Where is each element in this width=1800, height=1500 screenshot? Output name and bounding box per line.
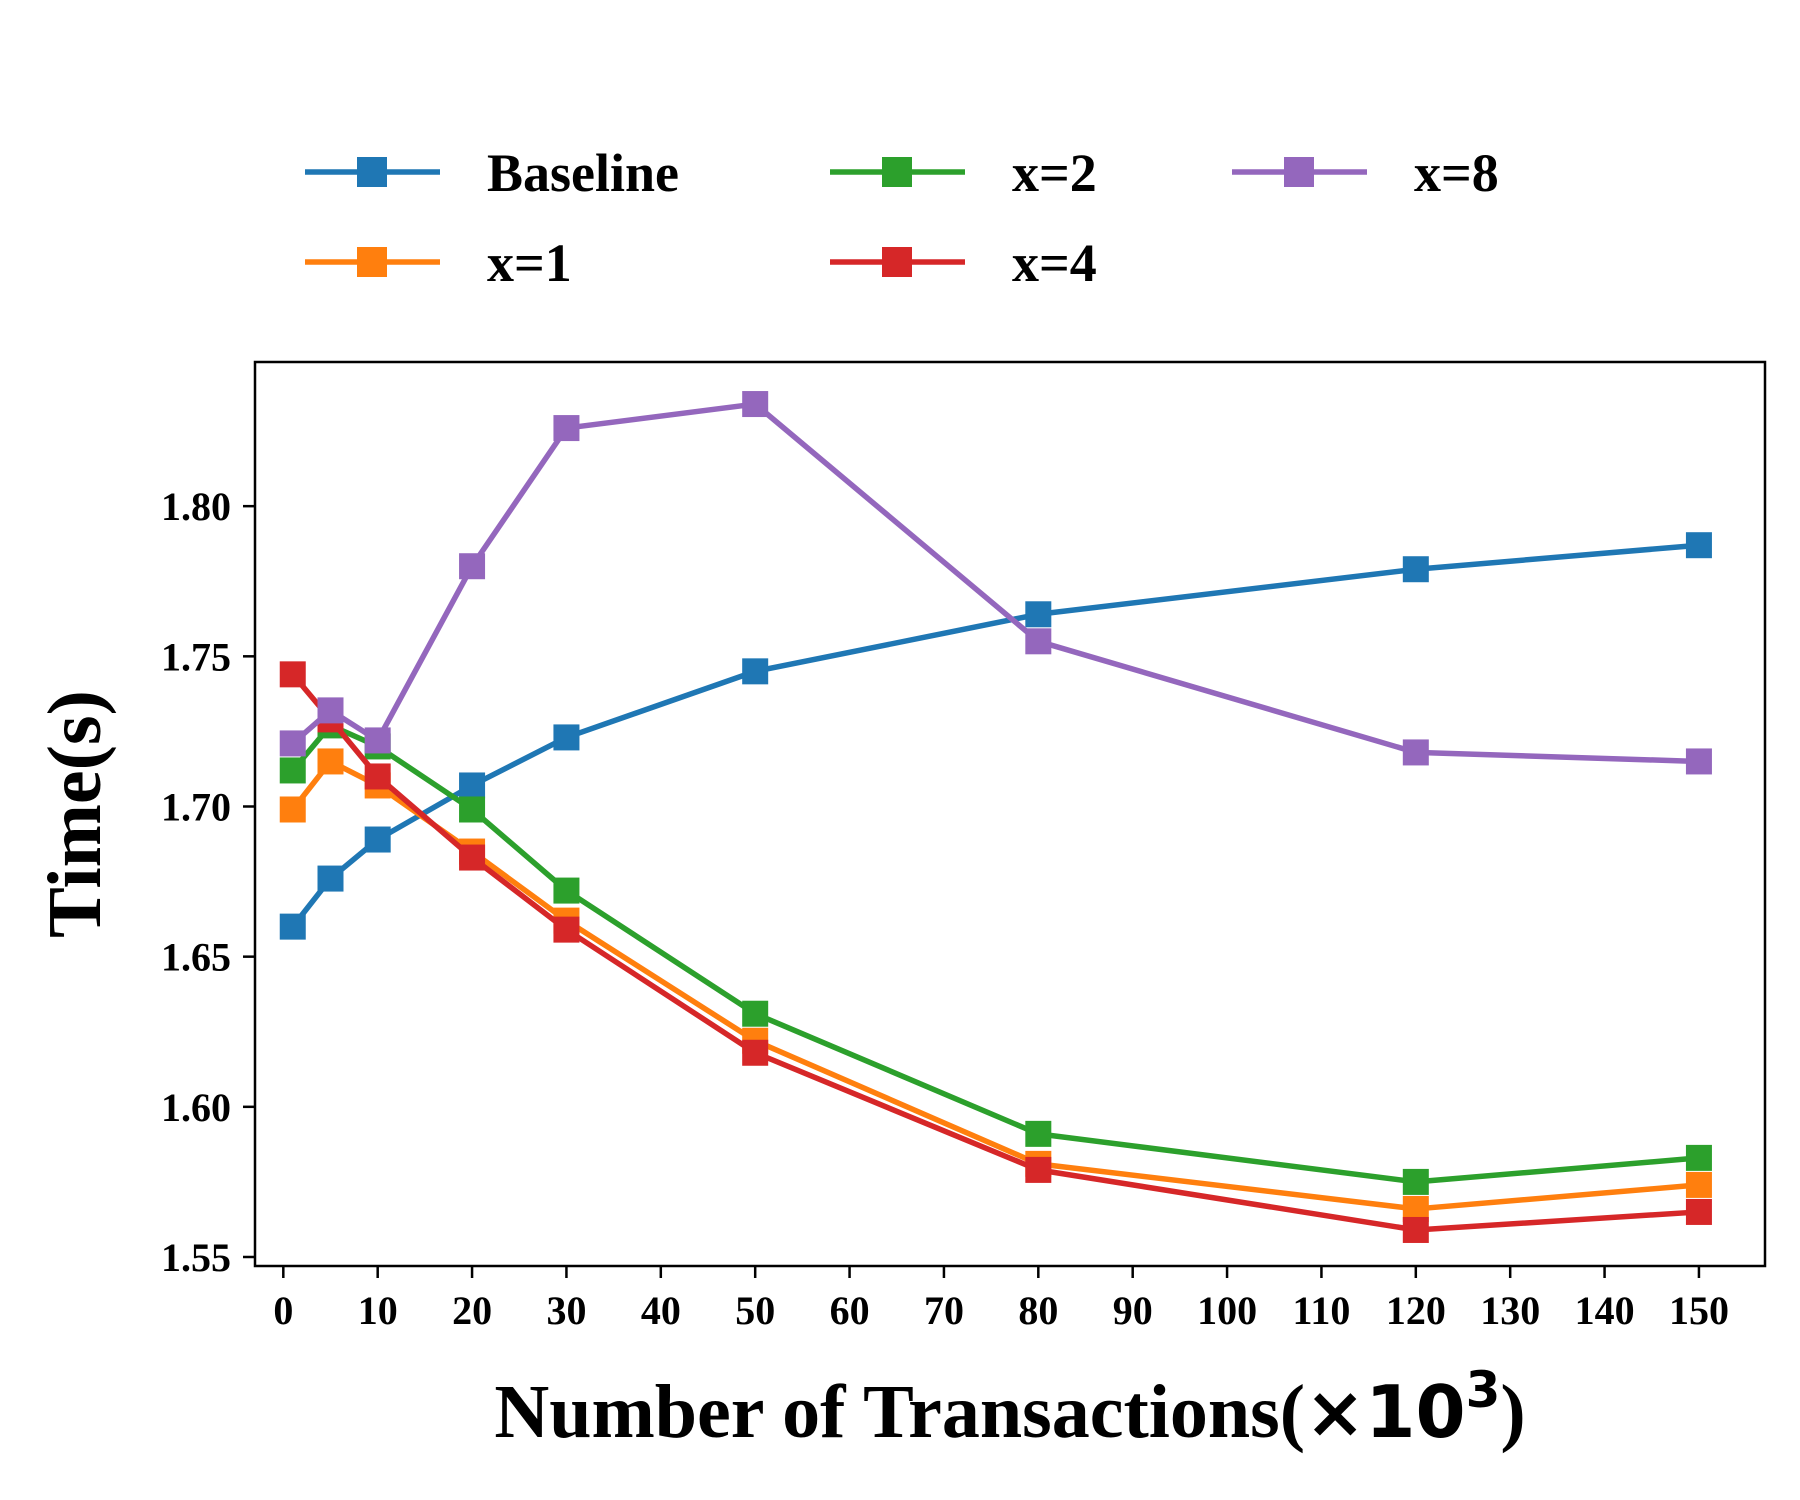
- x-axis-title-close: ): [1500, 1370, 1525, 1454]
- data-point: [553, 916, 580, 943]
- y-tick-label: 1.65: [161, 935, 231, 980]
- data-point: [459, 844, 486, 871]
- x-tick-label: 150: [1669, 1288, 1729, 1333]
- x-tick-label: 60: [830, 1288, 870, 1333]
- legend-swatch-marker: [882, 247, 912, 277]
- data-point: [1402, 1168, 1429, 1195]
- x-tick-label: 30: [546, 1288, 586, 1333]
- legend-label: x=4: [1012, 233, 1097, 293]
- legend-item-x-8: x=8: [1232, 143, 1499, 203]
- plot-series: [279, 391, 1712, 1243]
- data-point: [364, 727, 391, 754]
- data-point: [1402, 556, 1429, 583]
- data-point: [1685, 1198, 1712, 1225]
- data-point: [1025, 1120, 1052, 1147]
- x-tick-label: 130: [1480, 1288, 1540, 1333]
- data-point: [742, 391, 769, 418]
- x-tick-label: 80: [1018, 1288, 1058, 1333]
- x-tick-label: 40: [641, 1288, 681, 1333]
- series-x-8: [279, 391, 1712, 775]
- x-tick-label: 100: [1197, 1288, 1257, 1333]
- x-tick-label: 70: [924, 1288, 964, 1333]
- legend-item-baseline: Baseline: [305, 143, 679, 203]
- data-point: [1025, 601, 1052, 628]
- y-tick-label: 1.75: [161, 634, 231, 679]
- x-tick-label: 140: [1575, 1288, 1635, 1333]
- x-tick-label: 10: [358, 1288, 398, 1333]
- x-tick-label: 20: [452, 1288, 492, 1333]
- data-point: [1402, 1216, 1429, 1243]
- x-tick-label: 90: [1113, 1288, 1153, 1333]
- y-axis-title: Time(s): [33, 690, 117, 938]
- legend-label: x=8: [1414, 143, 1499, 203]
- x-tick-label: 50: [735, 1288, 775, 1333]
- data-point: [459, 553, 486, 580]
- data-point: [279, 757, 306, 784]
- data-point: [1685, 1171, 1712, 1198]
- y-tick-label: 1.60: [161, 1085, 231, 1130]
- data-point: [1025, 1156, 1052, 1183]
- data-point: [279, 730, 306, 757]
- data-point: [742, 1039, 769, 1066]
- data-point: [364, 826, 391, 853]
- data-point: [459, 772, 486, 799]
- legend-label: x=2: [1012, 143, 1097, 203]
- x-axis-title-main: Number of Transactions(: [494, 1370, 1305, 1454]
- legend-swatch-marker: [1284, 157, 1314, 187]
- legend-swatch-marker: [357, 247, 387, 277]
- y-tick-label: 1.70: [161, 784, 231, 829]
- legend: Baseline x=2 x=8 x=1 x=4: [305, 143, 1499, 293]
- x-axis-title-multiplier: ×10: [1305, 1370, 1466, 1454]
- legend-label: x=1: [487, 233, 572, 293]
- legend-item-x-1: x=1: [305, 233, 572, 293]
- data-point: [1685, 1144, 1712, 1171]
- x-tick-label: 0: [273, 1288, 293, 1333]
- data-point: [317, 697, 344, 724]
- legend-item-x-4: x=4: [830, 233, 1097, 293]
- y-axis: 1.55 1.60 1.65 1.70 1.75 1.80: [161, 484, 255, 1280]
- y-tick-label: 1.80: [161, 484, 231, 529]
- legend-swatch-marker: [357, 157, 387, 187]
- data-point: [1402, 739, 1429, 766]
- y-tick-label: 1.55: [161, 1235, 231, 1280]
- x-axis-title-exponent: 3: [1466, 1361, 1501, 1419]
- data-point: [1025, 628, 1052, 655]
- data-point: [1685, 748, 1712, 775]
- legend-swatch-marker: [882, 157, 912, 187]
- data-point: [553, 415, 580, 442]
- legend-label: Baseline: [487, 143, 679, 203]
- data-point: [553, 877, 580, 904]
- x-tick-label: 110: [1293, 1288, 1351, 1333]
- series-baseline: [279, 532, 1712, 940]
- data-point: [317, 748, 344, 775]
- data-point: [317, 865, 344, 892]
- data-point: [553, 724, 580, 751]
- x-tick-label: 120: [1386, 1288, 1446, 1333]
- x-axis-title: Number of Transactions(×103): [494, 1361, 1525, 1454]
- data-point: [364, 763, 391, 790]
- data-point: [1685, 532, 1712, 559]
- data-point: [742, 658, 769, 685]
- plot-frame: [253, 360, 1767, 1268]
- data-point: [279, 913, 306, 940]
- legend-item-x-2: x=2: [830, 143, 1097, 203]
- data-point: [742, 1000, 769, 1027]
- data-point: [459, 796, 486, 823]
- data-point: [279, 796, 306, 823]
- x-axis: 0 10 20 30 40 50 60 70 80 90 100 110 120 130 140 150: [273, 1266, 1729, 1333]
- data-point: [279, 661, 306, 688]
